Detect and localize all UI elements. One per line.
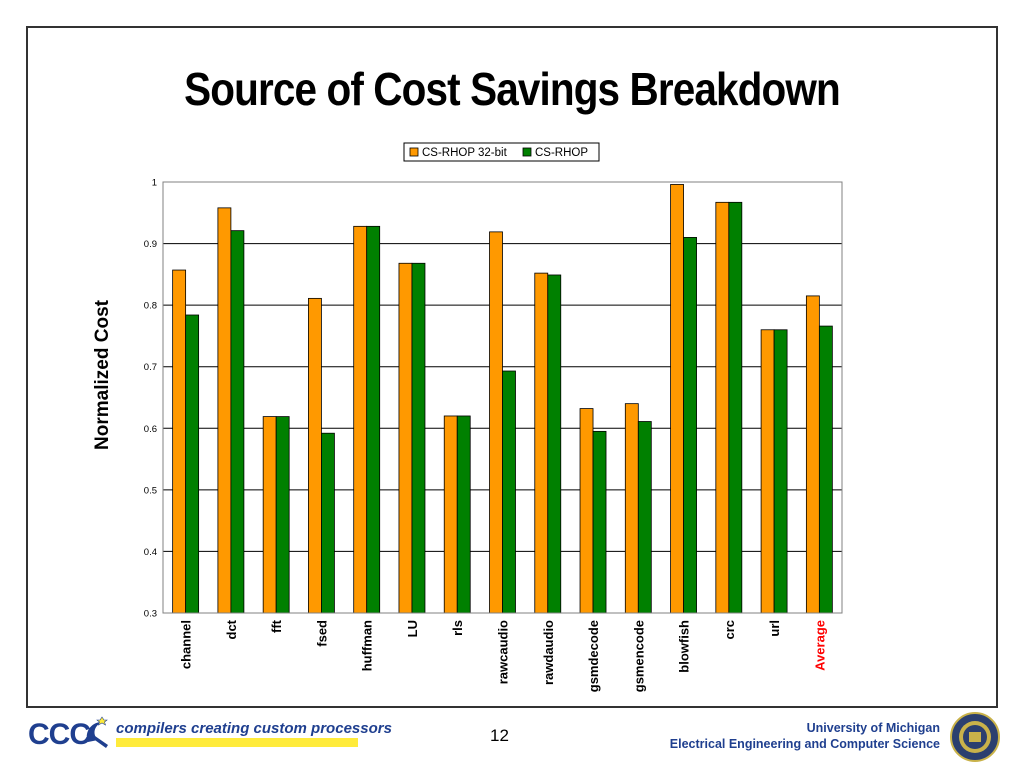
- y-tick-label: 0.3: [144, 609, 157, 620]
- bar-Average-series-1: [805, 295, 820, 614]
- x-tick-label: crc: [722, 620, 737, 640]
- university-seal-icon: [950, 712, 1000, 762]
- bar-LU-series-1: [398, 262, 413, 614]
- logo-tagline: compilers creating custom processors: [116, 720, 392, 737]
- logo-yellow-bar: [116, 738, 358, 747]
- bar-dct-series-2: [230, 230, 245, 614]
- legend-label-series-2: CS-RHOP: [535, 147, 588, 159]
- bar-blowfish-series-2: [683, 237, 697, 614]
- y-tick-label: 0.8: [144, 301, 157, 312]
- bar-rawdaudio-series-1: [534, 272, 549, 614]
- x-tick-label: rawdaudio: [541, 620, 556, 685]
- x-axis-labels: channel dct fft fsed huffman LU rls rawcaudio ra…: [179, 619, 828, 692]
- y-axis-label: Normalized Cost: [92, 299, 113, 450]
- bar-huffman-series-1: [353, 225, 368, 614]
- x-tick-label: url: [767, 620, 782, 637]
- legend-label-series-1: CS-RHOP 32-bit: [422, 147, 508, 159]
- bar-channel-series-1: [172, 269, 187, 614]
- bar-fft-series-2: [275, 416, 290, 614]
- x-tick-label: huffman: [360, 620, 375, 671]
- bar-Average-series-2: [818, 325, 833, 614]
- bar-fft-series-1: [262, 416, 277, 614]
- ccc-logo-text: CCC: [28, 718, 91, 751]
- x-tick-label: channel: [179, 620, 194, 669]
- x-tick-label: dct: [224, 619, 239, 639]
- y-tick-label: 0.4: [144, 547, 157, 558]
- x-tick-label: fft: [269, 619, 284, 633]
- y-tick-label: 0.7: [144, 362, 157, 373]
- legend-box: [403, 142, 600, 162]
- y-tick-label: 0.5: [144, 485, 157, 496]
- y-axis-ticks: 0.3 0.4 0.5 0.6 0.7 0.8 0.9 1: [144, 178, 157, 620]
- x-tick-label: Average: [812, 620, 827, 671]
- bar-LU-series-2: [411, 262, 426, 614]
- legend-swatch-series-2: [522, 147, 532, 157]
- bar-crc-series-1: [715, 201, 730, 614]
- bar-url-series-2: [773, 329, 788, 614]
- legend-swatch-series-1: [409, 147, 419, 157]
- sickle-logo-icon: [86, 716, 108, 748]
- bar-rawdaudio-series-2: [547, 274, 562, 614]
- chart-legend: CS-RHOP 32-bit CS-RHOP: [403, 142, 600, 162]
- x-tick-label: fsed: [314, 620, 329, 647]
- bar-rawcaudio-series-1: [489, 231, 503, 614]
- bar-fsed-series-2: [321, 432, 335, 614]
- bar-rawcaudio-series-2: [502, 370, 516, 614]
- y-tick-label: 0.9: [144, 239, 157, 250]
- bar-gsmdecode-series-1: [579, 408, 594, 614]
- bars: [172, 184, 833, 614]
- bar-rls-series-2: [456, 415, 471, 614]
- bar-huffman-series-2: [366, 225, 381, 614]
- department-name: Electrical Engineering and Computer Scie…: [669, 737, 940, 751]
- x-tick-label: LU: [405, 620, 420, 637]
- bar-gsmdecode-series-2: [592, 430, 607, 614]
- bar-crc-series-2: [728, 201, 743, 614]
- bar-dct-series-1: [217, 207, 232, 614]
- x-tick-label: gsmdecode: [586, 620, 601, 692]
- bar-channel-series-2: [185, 314, 200, 614]
- y-tick-label: 0.6: [144, 424, 157, 435]
- bar-gsmencode-series-2: [637, 421, 652, 614]
- y-tick-label: 1: [152, 178, 157, 189]
- bar-gsmencode-series-1: [624, 403, 639, 614]
- bar-url-series-1: [760, 329, 775, 614]
- x-tick-label: blowfish: [677, 620, 692, 673]
- university-name: University of Michigan: [806, 721, 940, 735]
- bar-blowfish-series-1: [670, 184, 684, 614]
- plot-area-border: [162, 181, 843, 614]
- x-tick-label: rls: [450, 620, 465, 636]
- slide-title: Source of Cost Savings Breakdown: [184, 63, 841, 115]
- x-tick-label: rawcaudio: [496, 620, 511, 684]
- bar-rls-series-1: [443, 415, 458, 614]
- bar-fsed-series-1: [308, 297, 322, 614]
- x-tick-label: gsmencode: [631, 620, 646, 692]
- affiliation: University of Michigan Electrical Engine…: [670, 720, 940, 752]
- page-number: 12: [490, 726, 509, 745]
